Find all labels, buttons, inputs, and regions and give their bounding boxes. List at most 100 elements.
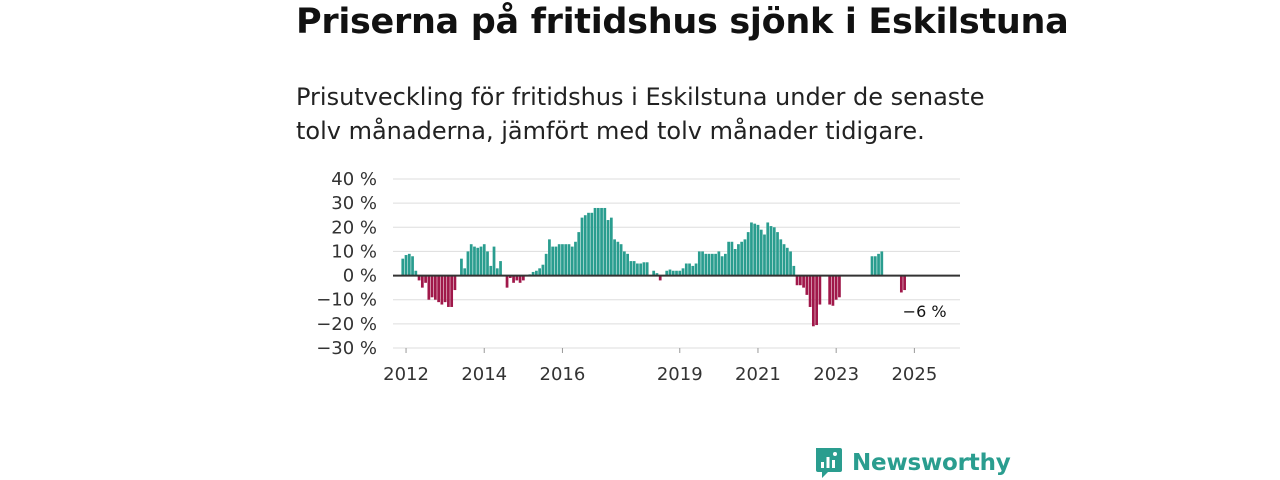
bar bbox=[776, 232, 779, 276]
bar bbox=[486, 251, 489, 276]
bar bbox=[694, 263, 698, 276]
bar bbox=[772, 227, 776, 276]
bar bbox=[535, 270, 538, 276]
bar bbox=[495, 268, 499, 276]
bar bbox=[450, 275, 454, 307]
bar bbox=[678, 270, 682, 276]
bar bbox=[730, 241, 734, 276]
y-tick-label: 10 % bbox=[331, 241, 377, 262]
bar bbox=[437, 275, 440, 303]
bar bbox=[515, 275, 519, 281]
y-tick-label: 40 % bbox=[331, 169, 377, 190]
newsworthy-brand: Newsworthy bbox=[814, 446, 1011, 480]
bar bbox=[688, 263, 691, 276]
bar bbox=[828, 275, 832, 305]
bar-chart: 40 %30 %20 %10 %0 %−10 %−20 %−30 % 2012 2… bbox=[316, 169, 960, 385]
bar bbox=[870, 256, 874, 276]
bar bbox=[675, 270, 678, 276]
bar bbox=[707, 253, 711, 276]
bar bbox=[417, 275, 421, 281]
bar bbox=[561, 244, 564, 276]
bar bbox=[724, 253, 727, 276]
x-tick-label: 2014 bbox=[461, 364, 507, 385]
bar bbox=[420, 275, 424, 288]
bar bbox=[681, 268, 685, 276]
bar bbox=[574, 241, 577, 276]
bar bbox=[658, 275, 662, 281]
bar bbox=[655, 273, 659, 276]
bar bbox=[476, 247, 480, 276]
x-tick-label: 2025 bbox=[891, 364, 937, 385]
y-tick-label: −20 % bbox=[316, 314, 377, 335]
bar bbox=[811, 275, 815, 327]
bar bbox=[629, 261, 633, 276]
bar bbox=[652, 270, 656, 276]
bar bbox=[619, 244, 623, 276]
bar bbox=[714, 253, 717, 276]
bar bbox=[789, 251, 792, 276]
bar bbox=[838, 275, 841, 298]
bar bbox=[554, 246, 558, 276]
x-tick-label: 2021 bbox=[735, 364, 781, 385]
bar bbox=[544, 253, 548, 276]
x-tick-label: 2023 bbox=[813, 364, 859, 385]
bar bbox=[541, 264, 545, 276]
bar bbox=[763, 234, 766, 276]
y-tick-label: 30 % bbox=[331, 193, 377, 214]
bar bbox=[818, 275, 822, 305]
bar bbox=[766, 222, 770, 276]
bar bbox=[489, 265, 493, 276]
bar bbox=[551, 246, 555, 276]
bar bbox=[636, 263, 639, 276]
bar bbox=[740, 241, 744, 276]
bar bbox=[404, 255, 408, 276]
bar bbox=[642, 262, 646, 276]
bar bbox=[580, 217, 584, 276]
bar bbox=[463, 268, 467, 276]
bar bbox=[626, 253, 629, 276]
bar bbox=[697, 251, 701, 276]
bar bbox=[903, 275, 906, 291]
y-tick-label: 0 % bbox=[343, 266, 377, 287]
y-tick-label: −30 % bbox=[316, 338, 377, 359]
bar bbox=[447, 275, 450, 307]
bar bbox=[440, 275, 444, 305]
bar bbox=[834, 275, 838, 300]
bar bbox=[805, 275, 809, 295]
newsworthy-logo-icon bbox=[816, 448, 842, 478]
x-tick-label: 2019 bbox=[657, 364, 703, 385]
bar bbox=[750, 222, 753, 276]
bar bbox=[469, 244, 473, 276]
bar bbox=[792, 265, 796, 276]
bar bbox=[753, 223, 757, 276]
bar bbox=[473, 246, 476, 276]
bar bbox=[567, 244, 571, 276]
bar bbox=[668, 269, 672, 276]
bar bbox=[613, 239, 616, 276]
bar bbox=[802, 275, 805, 288]
y-tick-label: 20 % bbox=[331, 217, 377, 238]
bar bbox=[596, 207, 600, 276]
bar bbox=[665, 270, 669, 276]
bar bbox=[831, 275, 835, 306]
bar bbox=[609, 217, 613, 276]
y-axis-ticks: 40 % 30 % 20 % 10 % 0 % −10 % −20 % −30 % bbox=[316, 169, 377, 359]
bar bbox=[531, 271, 535, 276]
bar bbox=[518, 275, 522, 283]
x-tick-label: 2016 bbox=[540, 364, 586, 385]
bar bbox=[645, 262, 649, 276]
bar bbox=[737, 244, 740, 276]
bar bbox=[583, 215, 587, 276]
bar bbox=[453, 275, 457, 291]
bar bbox=[785, 247, 789, 276]
bar bbox=[570, 246, 574, 276]
bar bbox=[603, 207, 607, 276]
bar bbox=[590, 212, 594, 276]
bar bbox=[622, 251, 626, 276]
bar bbox=[632, 261, 636, 276]
bar bbox=[733, 249, 737, 276]
bar bbox=[508, 275, 512, 278]
bar bbox=[521, 275, 525, 281]
bar bbox=[424, 275, 427, 283]
bar bbox=[557, 244, 561, 276]
